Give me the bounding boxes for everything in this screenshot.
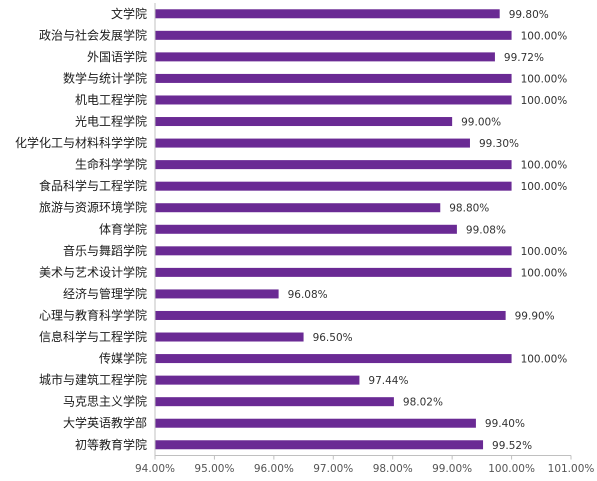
data-label: 100.00% bbox=[521, 354, 568, 366]
category-label: 外国语学院 bbox=[87, 49, 147, 64]
data-label: 99.08% bbox=[466, 224, 506, 236]
data-label: 100.00% bbox=[521, 267, 568, 279]
bar bbox=[155, 289, 279, 299]
bar bbox=[155, 397, 394, 407]
category-label: 政治与社会发展学院 bbox=[39, 27, 147, 42]
bar bbox=[155, 310, 506, 320]
bar bbox=[155, 440, 484, 450]
category-label: 光电工程学院 bbox=[75, 114, 147, 129]
data-label: 100.00% bbox=[521, 181, 568, 193]
category-label: 食品科学与工程学院 bbox=[39, 178, 147, 193]
bar bbox=[155, 52, 495, 62]
category-label: 化学化工与材料科学学院 bbox=[15, 135, 147, 150]
data-label: 99.90% bbox=[515, 310, 555, 322]
data-label: 99.00% bbox=[461, 117, 501, 129]
data-label: 96.08% bbox=[288, 289, 328, 301]
x-tick-label: 95.00% bbox=[194, 463, 234, 475]
x-tick-label: 100.00% bbox=[488, 463, 535, 475]
x-tick-label: 101.00% bbox=[548, 463, 595, 475]
bar bbox=[155, 95, 512, 105]
data-label: 100.00% bbox=[521, 246, 568, 258]
data-label: 99.40% bbox=[485, 418, 525, 430]
x-tick-label: 99.00% bbox=[432, 463, 472, 475]
x-tick-label: 98.00% bbox=[373, 463, 413, 475]
category-label: 体育学院 bbox=[99, 221, 147, 236]
bar bbox=[155, 332, 304, 342]
category-label: 城市与建筑工程学院 bbox=[39, 372, 147, 387]
category-label: 初等教育学院 bbox=[75, 437, 147, 452]
category-label: 大学英语教学部 bbox=[63, 415, 147, 430]
data-label: 99.30% bbox=[479, 138, 519, 150]
bar bbox=[155, 375, 360, 385]
bar bbox=[155, 30, 512, 40]
x-tick-label: 96.00% bbox=[254, 463, 294, 475]
category-label: 美术与艺术设计学院 bbox=[39, 264, 147, 279]
bar bbox=[155, 117, 453, 127]
bar bbox=[155, 181, 512, 191]
bar bbox=[155, 138, 470, 148]
category-label: 马克思主义学院 bbox=[63, 394, 147, 409]
bar bbox=[155, 224, 457, 234]
bar bbox=[155, 267, 512, 277]
bar bbox=[155, 246, 512, 256]
data-label: 98.80% bbox=[449, 203, 489, 215]
category-label: 心理与教育科学学院 bbox=[39, 307, 147, 322]
category-label: 文学院 bbox=[111, 6, 147, 21]
bar bbox=[155, 160, 512, 170]
category-label: 生命科学学院 bbox=[75, 157, 147, 172]
category-label: 数学与统计学院 bbox=[63, 70, 147, 85]
category-label: 旅游与资源环境学院 bbox=[39, 200, 147, 215]
data-label: 99.80% bbox=[509, 9, 549, 21]
category-label: 机电工程学院 bbox=[75, 92, 147, 107]
category-label: 信息科学与工程学院 bbox=[39, 329, 147, 344]
data-label: 100.00% bbox=[521, 73, 568, 85]
data-label: 96.50% bbox=[313, 332, 353, 344]
category-label: 经济与管理学院 bbox=[63, 286, 147, 301]
category-label: 传媒学院 bbox=[99, 351, 147, 366]
category-label: 音乐与舞蹈学院 bbox=[63, 243, 147, 258]
x-tick-label: 97.00% bbox=[313, 463, 353, 475]
bar bbox=[155, 9, 500, 19]
data-label: 98.02% bbox=[403, 397, 443, 409]
data-label: 100.00% bbox=[521, 160, 568, 172]
bar bbox=[155, 354, 512, 364]
data-label: 99.72% bbox=[504, 52, 544, 64]
bar bbox=[155, 203, 441, 213]
data-label: 99.52% bbox=[492, 440, 532, 452]
bar bbox=[155, 418, 476, 428]
x-tick-label: 94.00% bbox=[135, 463, 175, 475]
data-label: 97.44% bbox=[368, 375, 408, 387]
data-label: 100.00% bbox=[521, 95, 568, 107]
data-label: 100.00% bbox=[521, 30, 568, 42]
bar bbox=[155, 73, 512, 83]
